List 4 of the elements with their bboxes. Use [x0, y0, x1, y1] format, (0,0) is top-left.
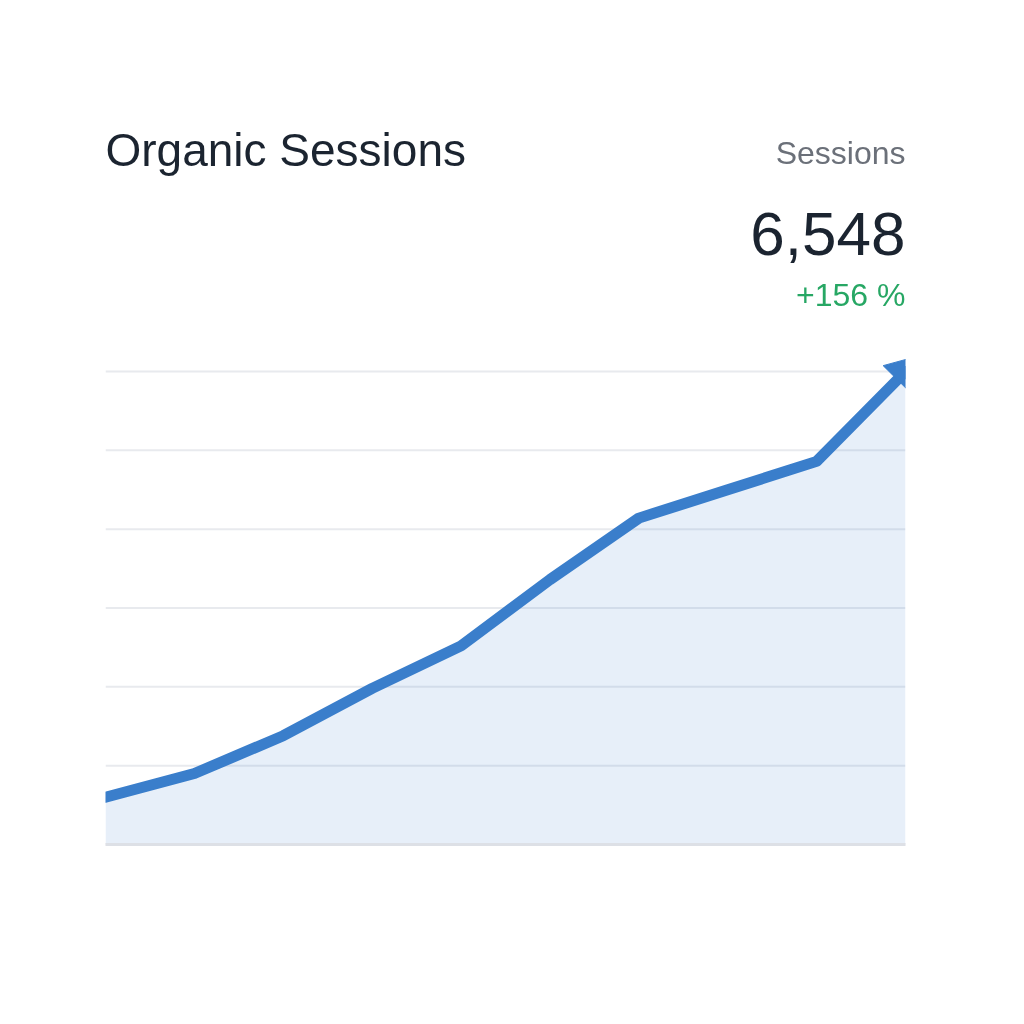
- text: 6,548: [750, 198, 906, 268]
- text: Sessions: [775, 134, 906, 171]
- chart-title: Organic Sessions: [105, 123, 466, 176]
- text: +156 %: [796, 276, 906, 313]
